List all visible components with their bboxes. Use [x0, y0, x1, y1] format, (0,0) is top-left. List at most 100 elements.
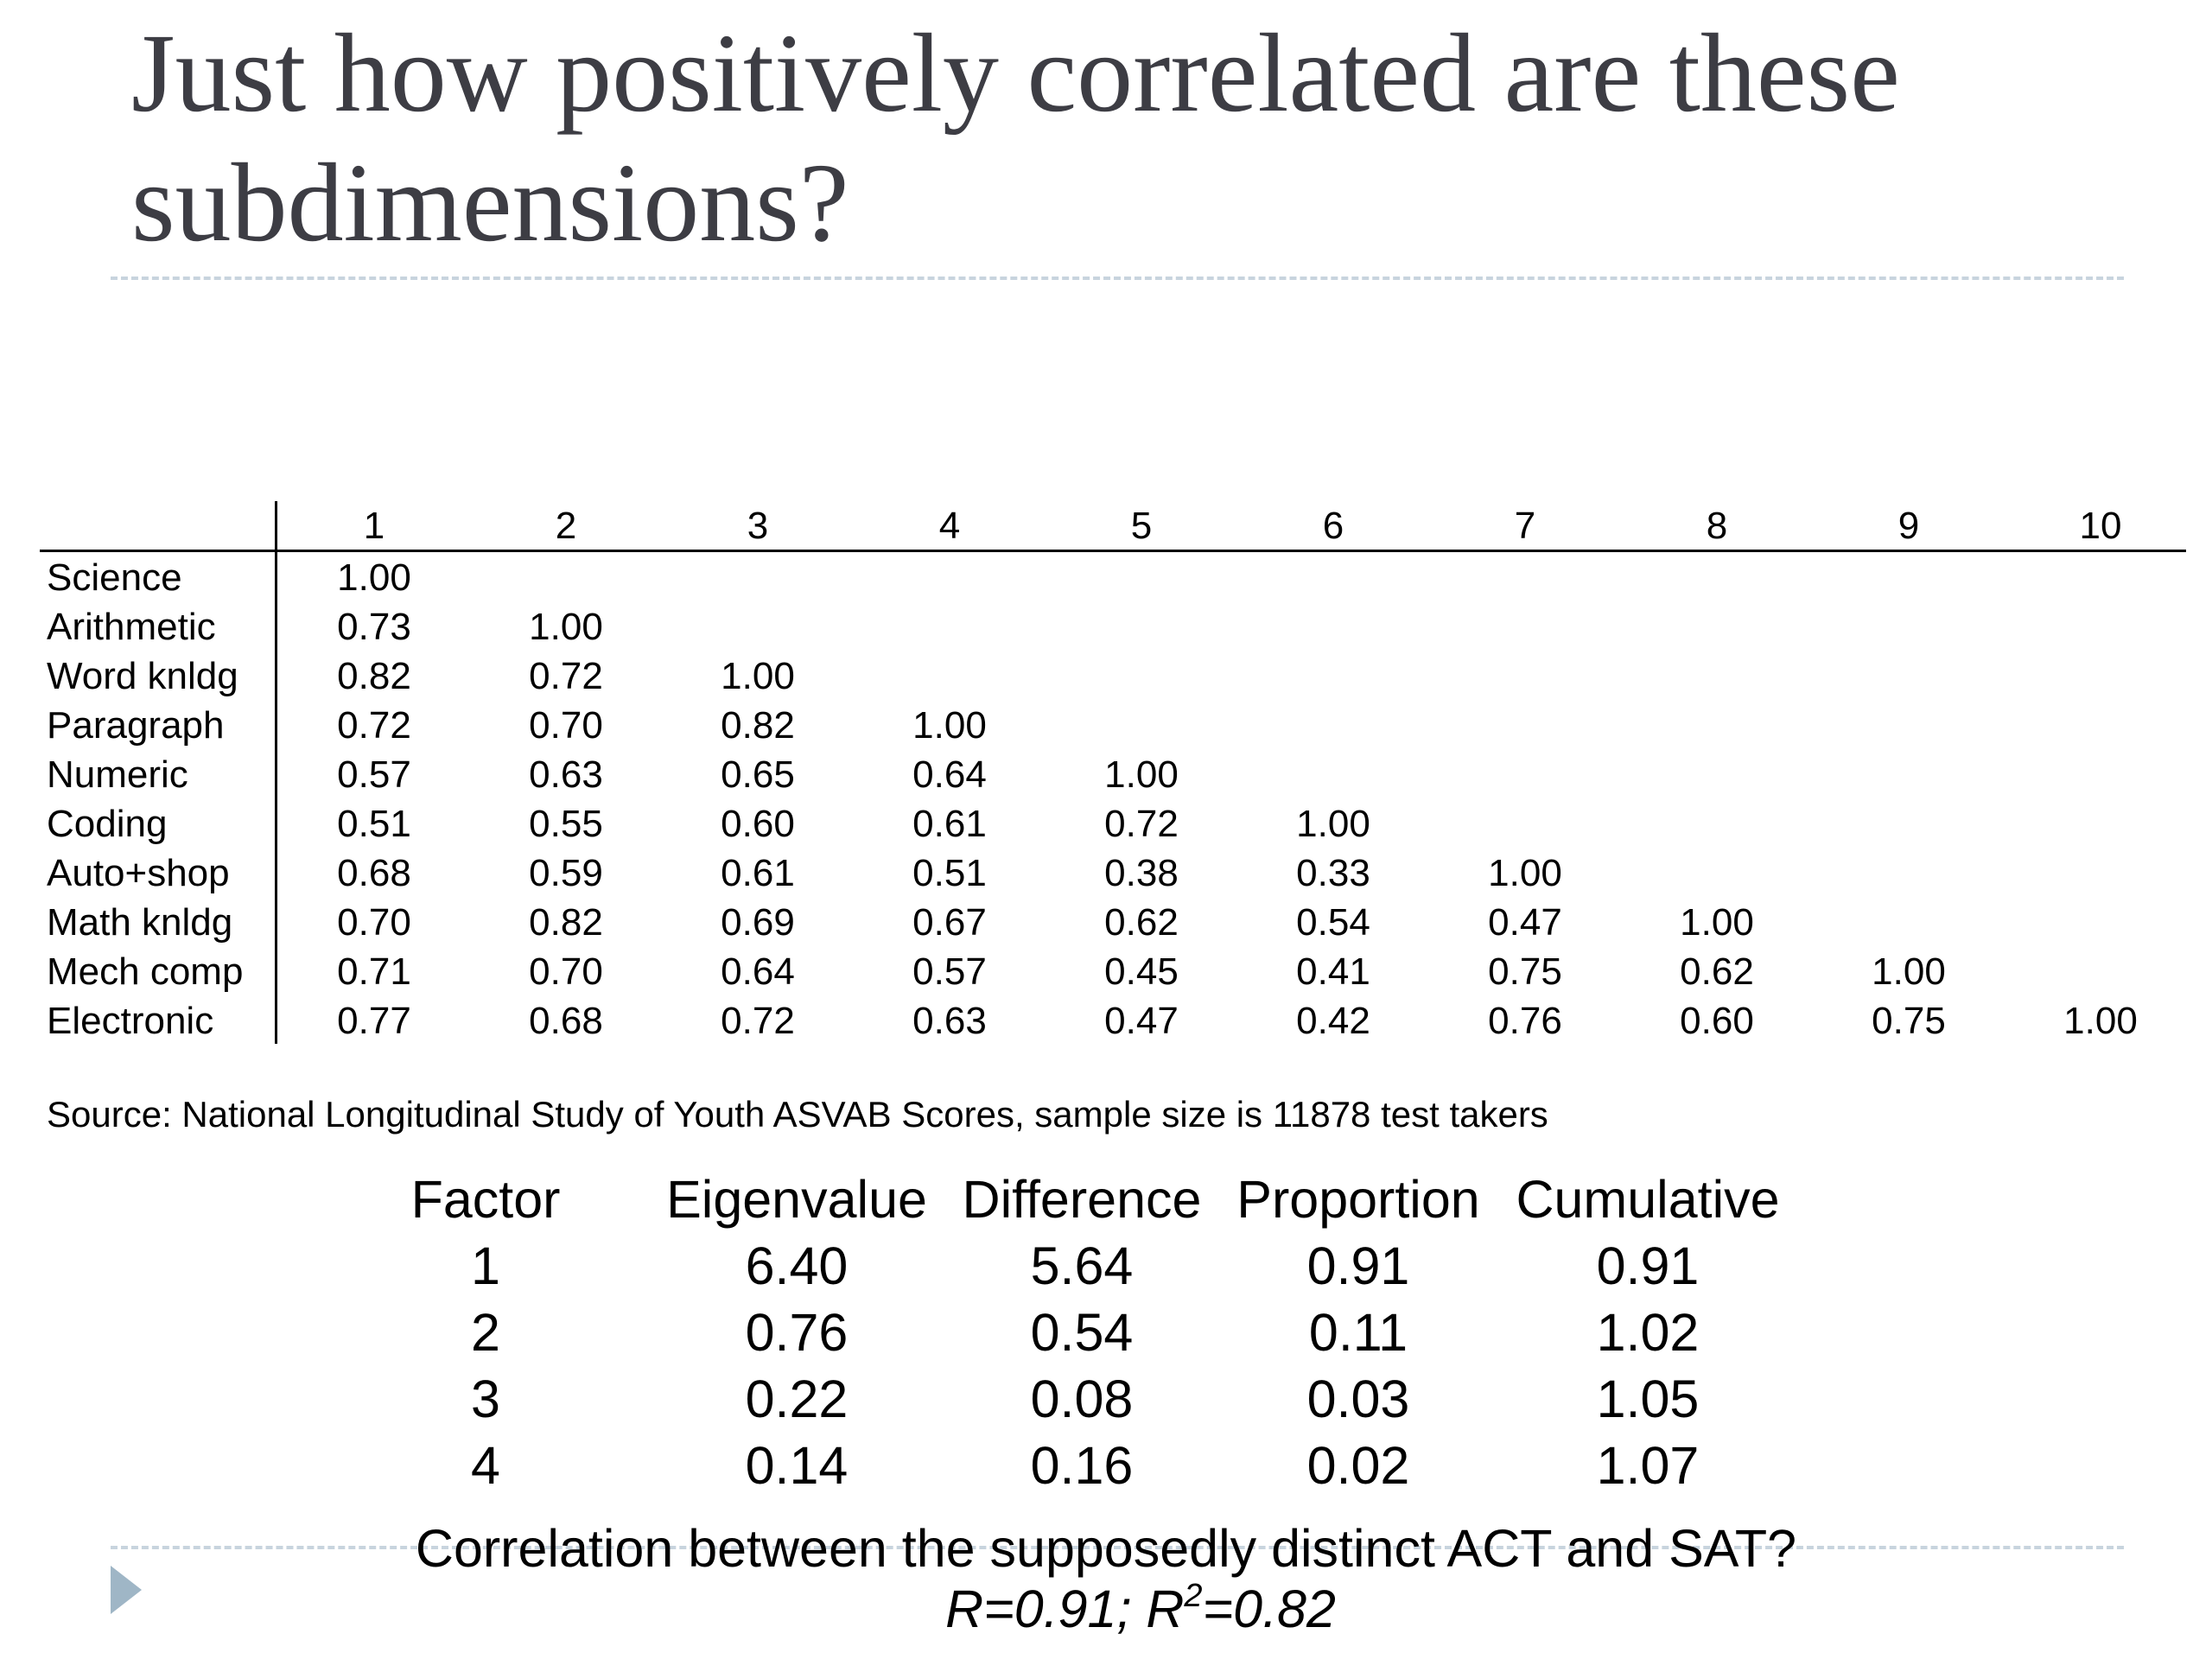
matrix-cell: 0.77 — [337, 1000, 411, 1042]
answer-r: R=0.91; R — [945, 1580, 1185, 1638]
factor-table-cell: 5.64 — [1030, 1236, 1134, 1295]
matrix-cell: 0.45 — [1104, 950, 1179, 993]
matrix-cell: 0.51 — [337, 803, 411, 845]
matrix-row-label: Math knldg — [47, 901, 233, 944]
matrix-cell: 0.42 — [1296, 1000, 1370, 1042]
matrix-cell: 0.54 — [1296, 901, 1370, 944]
factor-table-cell: 0.91 — [1306, 1236, 1410, 1295]
matrix-cell: 0.63 — [529, 753, 603, 796]
matrix-cell: 0.76 — [1488, 1000, 1562, 1042]
matrix-cell: 0.64 — [721, 950, 795, 993]
matrix-cell: 1.00 — [337, 556, 411, 599]
matrix-row-label: Paragraph — [47, 704, 225, 747]
matrix-cell: 0.75 — [1872, 1000, 1946, 1042]
factor-table-cell: 1.07 — [1596, 1436, 1700, 1495]
matrix-cell: 0.82 — [337, 655, 411, 697]
matrix-cell: 0.70 — [529, 704, 603, 747]
matrix-cell: 0.68 — [337, 852, 411, 894]
matrix-row-label: Auto+shop — [47, 852, 230, 894]
slide-title: Just how positively correlated are these… — [131, 11, 1900, 265]
matrix-column-header: 1 — [363, 505, 385, 547]
matrix-cell: 0.61 — [912, 803, 987, 845]
matrix-column-header: 3 — [747, 505, 769, 547]
factor-table-cell: 1.02 — [1596, 1303, 1700, 1362]
factor-table-cell: 0.22 — [745, 1370, 849, 1428]
matrix-cell: 0.33 — [1296, 852, 1370, 894]
matrix-row-label: Electronic — [47, 1000, 214, 1042]
factor-table-header: Difference — [962, 1170, 1202, 1229]
matrix-column-header: 4 — [938, 505, 961, 547]
matrix-cell: 1.00 — [1296, 803, 1370, 845]
matrix-cell: 0.68 — [529, 1000, 603, 1042]
matrix-cell: 0.62 — [1104, 901, 1179, 944]
footer-answer: R=0.91; R2=0.82 — [0, 1578, 2212, 1640]
factor-table-cell: 0.11 — [1308, 1303, 1408, 1362]
matrix-cell: 0.62 — [1680, 950, 1754, 993]
matrix-cell: 0.63 — [912, 1000, 987, 1042]
factor-table-header: Eigenvalue — [666, 1170, 927, 1229]
matrix-cell: 1.00 — [912, 704, 987, 747]
matrix-cell: 0.64 — [912, 753, 987, 796]
matrix-cell: 0.47 — [1104, 1000, 1179, 1042]
factor-table-cell: 2 — [471, 1303, 500, 1362]
matrix-column-header: 9 — [1897, 505, 1920, 547]
factor-table-cell: 0.02 — [1306, 1436, 1410, 1495]
matrix-cell: 0.71 — [337, 950, 411, 993]
matrix-cell: 0.47 — [1488, 901, 1562, 944]
matrix-row-label: Science — [47, 556, 182, 599]
factor-table-cell: 0.54 — [1030, 1303, 1134, 1362]
factor-table-cell: 0.08 — [1030, 1370, 1134, 1428]
matrix-cell: 0.60 — [721, 803, 795, 845]
factor-table-cell: 1.05 — [1596, 1370, 1700, 1428]
matrix-cell: 0.55 — [529, 803, 603, 845]
matrix-cell: 0.57 — [912, 950, 987, 993]
matrix-row-label: Coding — [47, 803, 168, 845]
matrix-cell: 1.00 — [1104, 753, 1179, 796]
matrix-cell: 0.65 — [721, 753, 795, 796]
matrix-cell: 0.70 — [337, 901, 411, 944]
matrix-column-header: 6 — [1322, 505, 1344, 547]
matrix-cell: 1.00 — [1872, 950, 1946, 993]
matrix-horizontal-rule — [40, 550, 2186, 552]
answer-superscript: 2 — [1184, 1578, 1203, 1614]
matrix-cell: 1.00 — [721, 655, 795, 697]
source-note: Source: National Longitudinal Study of Y… — [47, 1094, 1548, 1135]
footer-question: Correlation between the supposedly disti… — [415, 1519, 1797, 1578]
matrix-cell: 0.60 — [1680, 1000, 1754, 1042]
factor-table-cell: 0.14 — [745, 1436, 849, 1495]
factor-table-cell: 4 — [471, 1436, 500, 1495]
matrix-cell: 0.73 — [337, 606, 411, 648]
factor-table-cell: 1 — [471, 1236, 500, 1295]
matrix-cell: 0.82 — [721, 704, 795, 747]
matrix-cell: 1.00 — [529, 606, 603, 648]
matrix-column-header: 2 — [555, 505, 577, 547]
matrix-cell: 1.00 — [1488, 852, 1562, 894]
matrix-cell: 0.72 — [337, 704, 411, 747]
factor-table-cell: 0.91 — [1596, 1236, 1700, 1295]
matrix-column-header: 7 — [1514, 505, 1536, 547]
matrix-cell: 0.82 — [529, 901, 603, 944]
matrix-cell: 0.41 — [1296, 950, 1370, 993]
matrix-cell: 0.69 — [721, 901, 795, 944]
matrix-column-header: 5 — [1130, 505, 1153, 547]
matrix-row-label: Numeric — [47, 753, 188, 796]
answer-r2: =0.82 — [1202, 1580, 1336, 1638]
matrix-cell: 0.38 — [1104, 852, 1179, 894]
matrix-cell: 0.51 — [912, 852, 987, 894]
matrix-cell: 0.67 — [912, 901, 987, 944]
matrix-column-header: 8 — [1706, 505, 1728, 547]
matrix-cell: 0.75 — [1488, 950, 1562, 993]
matrix-column-header: 10 — [2079, 505, 2122, 547]
footer-divider — [111, 1546, 2124, 1549]
matrix-row-label: Word knldg — [47, 655, 238, 697]
matrix-row-label: Mech comp — [47, 950, 244, 993]
matrix-row-label: Arithmetic — [47, 606, 216, 648]
factor-table-cell: 3 — [471, 1370, 500, 1428]
factor-table-cell: 0.16 — [1030, 1436, 1134, 1495]
factor-table-cell: 0.76 — [745, 1303, 849, 1362]
matrix-cell: 0.57 — [337, 753, 411, 796]
matrix-cell: 0.72 — [721, 1000, 795, 1042]
matrix-cell: 0.59 — [529, 852, 603, 894]
matrix-vertical-rule — [275, 501, 277, 1044]
factor-table-header: Factor — [410, 1170, 561, 1229]
